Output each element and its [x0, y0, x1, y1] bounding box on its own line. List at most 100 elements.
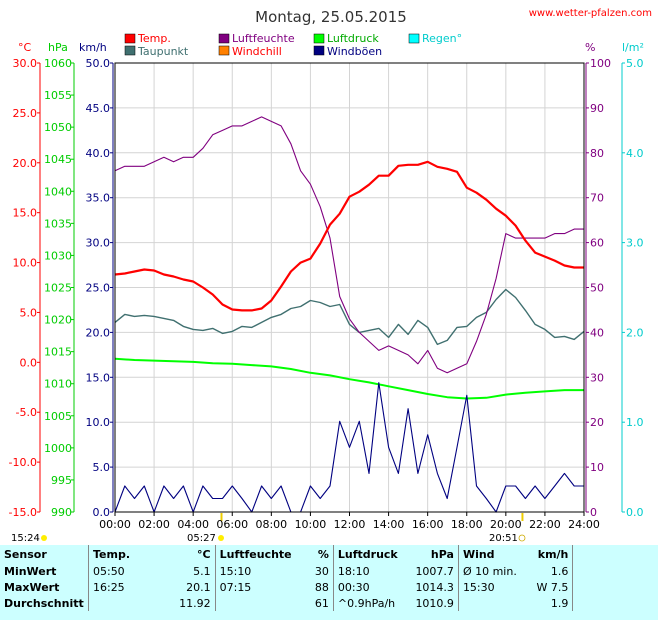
plot-frame — [114, 62, 585, 513]
x-tick-label: 24:00 — [568, 518, 600, 531]
sunrise-time: 05:27 — [187, 533, 216, 544]
tick-label-humidity: 90 — [590, 102, 604, 115]
legend-swatch-windchill — [218, 45, 230, 56]
tick-label-wind: 25.0 — [86, 282, 111, 295]
tick-label-humidity: 40 — [590, 326, 604, 339]
legend: Temp. Luftfeuchte Luftdruck Regen° Taupu… — [124, 32, 462, 58]
tick-label-temp: 25.0 — [13, 107, 38, 120]
x-tick-label: 22:00 — [529, 518, 561, 531]
tick-label-wind: 50.0 — [86, 57, 111, 70]
stats-table: Sensor Temp. °C Luftfeuchte % Luftdruck … — [0, 545, 658, 611]
legend-pressure-label: Luftdruck — [327, 32, 379, 45]
stats-temp-time: 05:50 — [87, 563, 176, 579]
stats-empty-col — [572, 545, 658, 563]
stats-header-row: Sensor Temp. °C Luftfeuchte % Luftdruck … — [0, 545, 658, 563]
tick-label-pressure: 1005 — [44, 410, 72, 423]
x-tick-label: 06:00 — [216, 518, 248, 531]
unit-rain: l/m² — [622, 41, 644, 54]
sun-left-time: 15:24 — [11, 533, 40, 544]
tick-label-humidity: 20 — [590, 416, 604, 429]
stats-header-wind: Wind — [457, 545, 527, 563]
legend-swatch-gusts — [313, 45, 325, 56]
x-tick-label: 10:00 — [295, 518, 327, 531]
stats-temp-time — [87, 595, 176, 611]
tick-label-temp: 0.0 — [20, 356, 38, 369]
tick-label-pressure: 990 — [51, 506, 72, 519]
tick-label-rain: 1.0 — [626, 416, 644, 429]
tick-label-humidity: 0 — [590, 506, 597, 519]
legend-windchill-label: Windchill — [232, 45, 282, 58]
stats-pressure-value: 1014.3 — [415, 580, 454, 594]
tick-label-rain: 2.0 — [626, 326, 644, 339]
stats-header-wind-unit: km/h — [537, 547, 569, 561]
unit-labels: °C hPa km/h % l/m² — [18, 41, 644, 54]
chart-axes — [37, 62, 625, 521]
stats-wind-time — [457, 595, 527, 611]
tick-label-pressure: 1055 — [44, 89, 72, 102]
stats-header-humidity-unit: % — [317, 547, 329, 561]
tick-label-humidity: 80 — [590, 147, 604, 160]
chart-grid — [114, 62, 585, 513]
stats-empty-cell — [572, 595, 658, 611]
stats-wind-time: Ø 10 min. — [457, 563, 527, 579]
tick-label-humidity: 50 — [590, 282, 604, 295]
stats-row-label: Durchschnitt — [4, 596, 84, 610]
series-line — [114, 160, 584, 312]
stats-pressure-time: 18:10 — [332, 563, 412, 579]
site-link[interactable]: www.wetter-pfalzen.com — [529, 8, 652, 19]
tick-label-rain: 5.0 — [626, 57, 644, 70]
legend-swatch-dewpoint — [124, 45, 136, 56]
stats-humidity-value: 30 — [314, 564, 329, 578]
tick-label-pressure: 1045 — [44, 153, 72, 166]
x-tick-label: 02:00 — [138, 518, 170, 531]
tick-label-wind: 35.0 — [86, 192, 111, 205]
stats-pressure-value: 1007.7 — [415, 564, 454, 578]
stats-row-max: MaxWert 16:25 20.1 07:15 88 00:30 1014.3… — [0, 579, 658, 595]
x-tick-label: 20:00 — [490, 518, 522, 531]
series-line — [114, 116, 584, 374]
tick-label-rain: 3.0 — [626, 237, 644, 250]
tick-label-pressure: 1050 — [44, 121, 72, 134]
tick-label-temp: -10.0 — [9, 456, 37, 469]
tick-label-humidity: 10 — [590, 461, 604, 474]
legend-humidity-label: Luftfeuchte — [232, 32, 295, 45]
tick-label-temp: 5.0 — [20, 306, 38, 319]
chart-series — [114, 116, 585, 513]
tick-label-temp: 15.0 — [13, 207, 38, 220]
tick-label-humidity: 100 — [590, 57, 611, 70]
stats-header-temp-unit: °C — [197, 547, 211, 561]
stats-row-avg: Durchschnitt 11.92 61 ^0.9hPa/h 1010.9 1… — [0, 595, 658, 611]
stats-panel: Sensor Temp. °C Luftfeuchte % Luftdruck … — [0, 545, 658, 620]
legend-swatch-temp — [124, 33, 136, 44]
chart-title: Montag, 25.05.2015 — [255, 8, 407, 26]
stats-humidity-time: 07:15 — [214, 579, 304, 595]
legend-swatch-rain — [408, 33, 420, 44]
series-line — [114, 288, 585, 346]
x-tick-label: 16:00 — [412, 518, 444, 531]
stats-pressure-time: 00:30 — [332, 579, 412, 595]
legend-swatch-humidity — [218, 33, 230, 44]
tick-label-pressure: 1060 — [44, 57, 72, 70]
tick-label-wind: 40.0 — [86, 147, 111, 160]
x-tick-label: 08:00 — [255, 518, 287, 531]
tick-label-rain: 0.0 — [626, 506, 644, 519]
stats-header-pressure: Luftdruck — [332, 545, 412, 563]
stats-header-sensor: Sensor — [4, 547, 47, 561]
tick-label-pressure: 1000 — [44, 442, 72, 455]
stats-humidity-value: 88 — [314, 580, 329, 594]
stats-header-temp: Temp. — [87, 545, 176, 563]
tick-label-humidity: 30 — [590, 371, 604, 384]
stats-empty-cell — [572, 563, 658, 579]
tick-label-pressure: 1035 — [44, 217, 72, 230]
x-tick-label: 00:00 — [99, 518, 131, 531]
series-line — [114, 357, 584, 400]
stats-wind-time: 15:30 — [457, 579, 527, 595]
stats-row-label: MinWert — [4, 564, 57, 578]
stats-header-humidity: Luftfeuchte — [214, 545, 304, 563]
tick-label-humidity: 70 — [590, 192, 604, 205]
tick-label-pressure: 1040 — [44, 185, 72, 198]
tick-label-pressure: 1030 — [44, 249, 72, 262]
sun-left-icon — [41, 535, 47, 541]
stats-pressure-time: ^0.9hPa/h — [332, 595, 412, 611]
tick-label-humidity: 60 — [590, 237, 604, 250]
